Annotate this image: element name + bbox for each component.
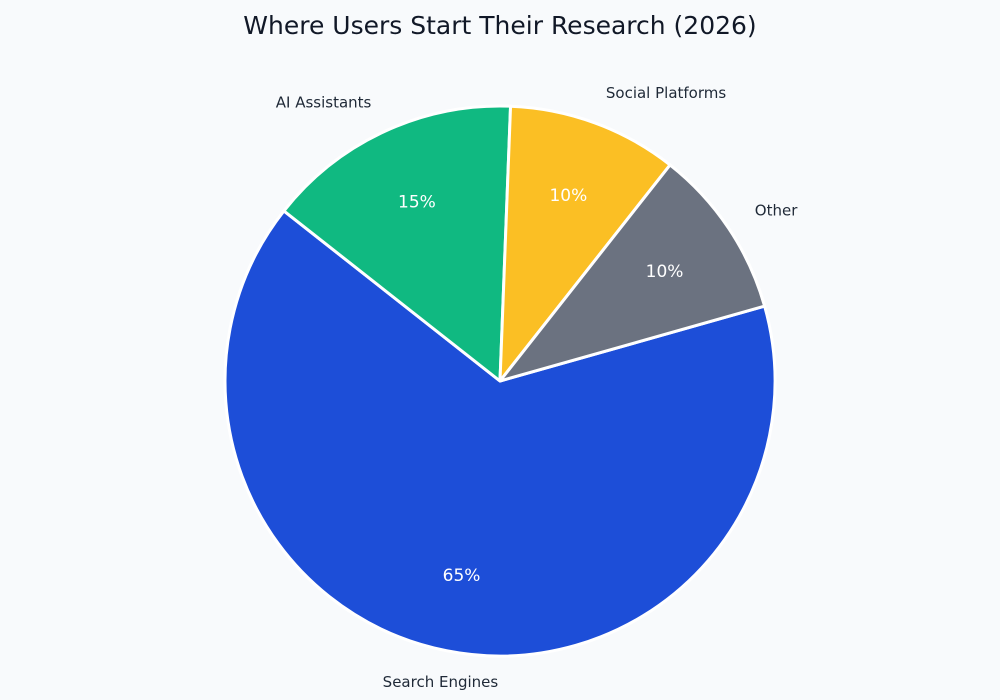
chart-title: Where Users Start Their Research (2026) [243, 11, 756, 40]
pie-category-label-ai-assistants: AI Assistants [276, 94, 372, 112]
pie-value-label-ai-assistants: 15% [398, 192, 436, 212]
pie-value-label-social-platforms: 10% [549, 186, 587, 206]
pie-category-label-search-engines: Search Engines [383, 673, 499, 691]
pie-labels: 65% Search Engines 15% AI Assistants 10% Soci… [276, 84, 798, 691]
pie-category-label-social-platforms: Social Platforms [606, 84, 727, 102]
pie-category-label-other: Other [755, 201, 798, 219]
pie-value-label-other: 10% [646, 262, 684, 282]
pie-slice-ai-assistants[interactable] [282, 104, 513, 383]
pie-slices [223, 104, 777, 658]
pie-slice-search-engines[interactable] [223, 209, 777, 658]
pie-slice-social-platforms[interactable] [498, 104, 672, 383]
pie-value-label-search-engines: 65% [443, 566, 481, 586]
pie-slice-other[interactable] [498, 163, 767, 383]
